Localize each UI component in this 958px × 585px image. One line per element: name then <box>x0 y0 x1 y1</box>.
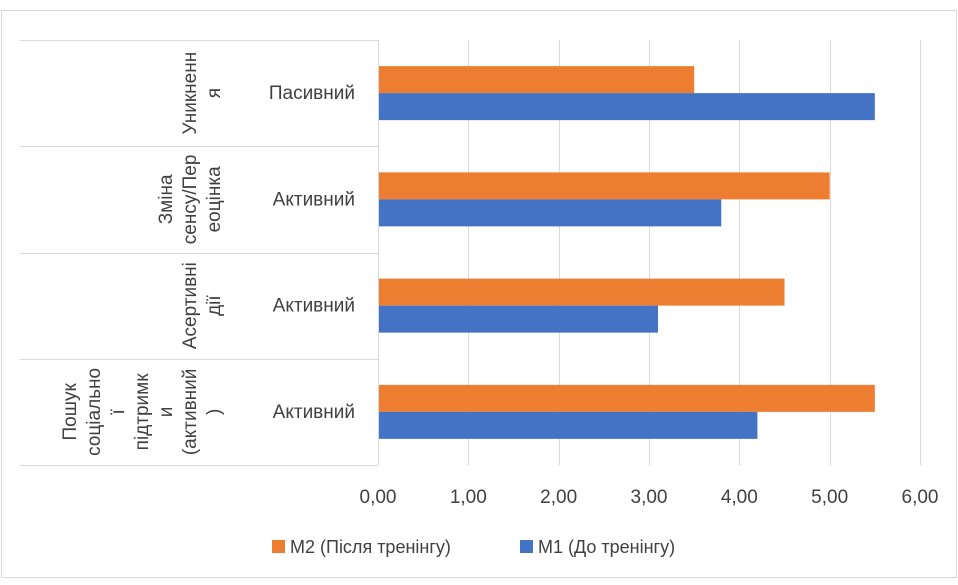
group-label-line: Зміна <box>156 174 177 224</box>
bar-m2 <box>379 278 785 306</box>
group-label-line: сенсу/Пер <box>180 155 201 245</box>
bar-m1 <box>379 93 875 121</box>
group-label-line: я <box>204 88 225 98</box>
bar-m1 <box>379 305 659 333</box>
x-tick-label: 5,00 <box>811 487 848 508</box>
subcategory-label: Активний <box>273 189 355 210</box>
group-label-line: Пошук <box>60 383 81 441</box>
x-tick-label: 3,00 <box>631 487 668 508</box>
group-label-line: Уникненн <box>180 52 201 135</box>
group-label-line: дії <box>204 295 225 316</box>
bar-m2 <box>379 384 875 412</box>
subcategory-label: Активний <box>273 296 355 317</box>
bar-m2 <box>379 172 830 200</box>
bar-m1 <box>379 199 722 227</box>
bar-m2 <box>379 66 695 94</box>
group-label-line: підтримк <box>132 373 153 451</box>
x-tick-label: 1,00 <box>450 487 487 508</box>
subcategory-label: Пасивний <box>269 83 355 104</box>
legend-swatch <box>520 540 533 553</box>
group-label-line: (активний <box>180 369 201 456</box>
group-label-line: и <box>156 407 177 418</box>
x-tick-label: 4,00 <box>721 487 758 508</box>
group-label-line: Асертивні <box>180 262 201 349</box>
group-label-line: ) <box>204 409 225 415</box>
legend-label: M2 (Після тренінгу) <box>290 537 451 557</box>
group-label-line: соціально <box>84 368 105 456</box>
chart-border <box>1 10 957 578</box>
x-tick-label: 6,00 <box>902 487 939 508</box>
subcategory-label: Активний <box>273 402 355 423</box>
bar-m1 <box>379 411 758 439</box>
legend-label: M1 (До тренінгу) <box>538 537 675 557</box>
group-label-line: ї <box>108 409 129 416</box>
x-tick-label: 0,00 <box>360 487 397 508</box>
group-label-line: еоцінка <box>204 166 225 232</box>
x-tick-label: 2,00 <box>540 487 577 508</box>
legend-swatch <box>272 540 285 553</box>
